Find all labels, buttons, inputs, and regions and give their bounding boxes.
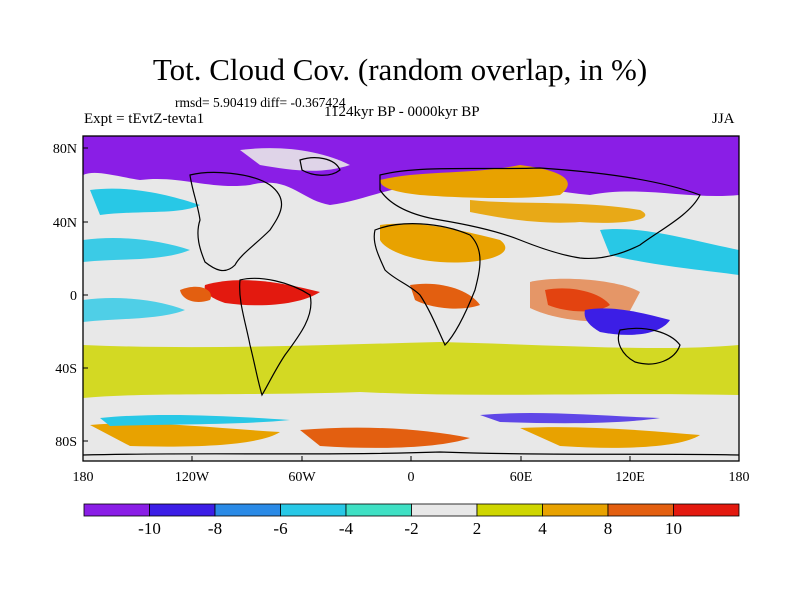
colorbar-label: 10 xyxy=(665,519,682,538)
antarctic-orange-w xyxy=(90,423,280,447)
amazon-red xyxy=(204,280,320,306)
stats-text: rmsd= 5.90419 diff= -0.367424 xyxy=(175,95,346,110)
colorbar-swatch xyxy=(411,503,478,517)
nw-pacific-cyan xyxy=(600,229,739,275)
lat-tick-0: 0 xyxy=(70,289,77,304)
colorbar-label: -10 xyxy=(138,519,161,538)
experiment-label: Expt = tEvtZ-tevta1 xyxy=(84,111,205,127)
greenland-coast xyxy=(299,157,341,176)
colorbar-label: 8 xyxy=(604,519,613,538)
africa-red xyxy=(410,283,480,309)
lat-tick-80s: 80S xyxy=(55,435,77,450)
siberia-orange xyxy=(470,200,646,223)
lon-tick-60w: 60W xyxy=(288,470,316,485)
lon-tick-0: 0 xyxy=(408,470,415,485)
colorbar-swatch xyxy=(476,503,543,517)
southern-ocean-band xyxy=(83,342,739,398)
sahara-orange xyxy=(380,223,506,263)
ne-pacific-cyan xyxy=(83,238,190,262)
colorbar-label: 2 xyxy=(473,519,482,538)
southern-cyan xyxy=(100,414,290,426)
east-pacific-orange xyxy=(180,286,211,302)
colorbar-label: -6 xyxy=(273,519,287,538)
antarctica-coast xyxy=(83,451,739,456)
longitude-axis: 180 120W 60W 0 60E 120E 180 xyxy=(73,456,750,485)
lon-tick-60e: 60E xyxy=(510,470,533,485)
lon-tick-180e: 180 xyxy=(729,470,750,485)
colorbar-label: -2 xyxy=(404,519,418,538)
southern-blue xyxy=(480,413,660,424)
colorbar-swatch xyxy=(345,503,412,517)
colorbar-label: 4 xyxy=(538,519,547,538)
eurasia-orange xyxy=(380,165,568,199)
lat-tick-40s: 40S xyxy=(55,362,77,377)
season-label: JJA xyxy=(712,111,735,127)
colorbar-swatch xyxy=(607,503,674,517)
colorbar-swatch xyxy=(673,503,740,517)
colorbar-swatch xyxy=(214,503,281,517)
colorbar-swatch xyxy=(83,503,150,517)
colorbar-swatch xyxy=(280,503,347,517)
australia-coast xyxy=(617,327,681,365)
lat-tick-40n: 40N xyxy=(53,216,77,231)
colorbar-label: -4 xyxy=(339,519,354,538)
colorbar: -10 -8 -6 -4 -2 2 4 8 10 xyxy=(83,503,740,538)
antarctic-orange-e xyxy=(520,427,700,448)
lon-tick-120w: 120W xyxy=(175,470,210,485)
lon-tick-120e: 120E xyxy=(615,470,645,485)
lat-tick-80n: 80N xyxy=(53,142,77,157)
lon-tick-180w: 180 xyxy=(73,470,94,485)
colorbar-swatch xyxy=(542,503,609,517)
eurasia-coast xyxy=(379,167,701,260)
coastlines xyxy=(83,157,739,456)
pacific-cyan xyxy=(90,188,200,215)
cloud-anomaly-field xyxy=(83,136,739,461)
arctic-gap xyxy=(240,148,350,171)
north-america-coast xyxy=(189,171,283,272)
period-label: 1124kyr BP - 0000kyr BP xyxy=(324,104,480,120)
maritime-blue xyxy=(584,308,670,335)
colorbar-label: -8 xyxy=(208,519,222,538)
antarctic-red xyxy=(300,427,470,448)
africa-coast xyxy=(373,223,481,347)
tropical-pacific-cyan xyxy=(83,298,185,322)
south-america-coast xyxy=(239,277,312,397)
colorbar-swatch xyxy=(149,503,216,517)
latitude-axis: 80N 40N 0 40S 80S xyxy=(53,142,88,450)
map-title: Tot. Cloud Cov. (random overlap, in %) xyxy=(152,52,648,87)
